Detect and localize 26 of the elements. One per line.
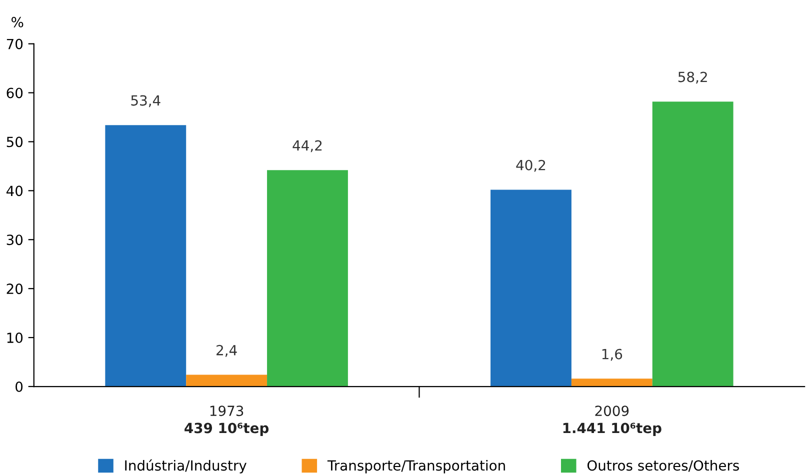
y-tick-label: 10 <box>7 332 23 344</box>
y-tick-label: 30 <box>6 234 23 246</box>
data-label: 58,2 <box>678 72 707 84</box>
legend-label: Outros setores/Others <box>587 460 739 472</box>
data-label: 53,4 <box>131 95 160 108</box>
legend-label: Transporte/Transportation <box>327 460 505 474</box>
bar <box>652 102 734 387</box>
y-tick-label: 50 <box>6 136 23 148</box>
y-tick-label: 20 <box>6 284 23 294</box>
y-tick-label: 0 <box>16 381 23 392</box>
x-tick-label: 2009 1.441 10⁶tep <box>563 406 662 436</box>
bar <box>186 374 268 387</box>
data-label: 44,2 <box>292 140 322 152</box>
y-axis-title: % <box>12 16 24 28</box>
bar <box>571 378 652 387</box>
data-label: 2,4 <box>216 344 237 357</box>
y-tick-label: 40 <box>6 186 23 196</box>
bar <box>105 125 186 387</box>
bar <box>267 170 348 387</box>
bar <box>490 190 572 387</box>
y-tick-label: 70 <box>6 38 23 50</box>
legend-label: Indústria/Industry <box>125 459 246 474</box>
x-tick-label: 1973 439 10⁶tep <box>184 406 269 436</box>
data-label: 1,6 <box>602 348 622 361</box>
data-label: 40,2 <box>516 160 546 172</box>
y-tick-label: 60 <box>6 88 23 98</box>
